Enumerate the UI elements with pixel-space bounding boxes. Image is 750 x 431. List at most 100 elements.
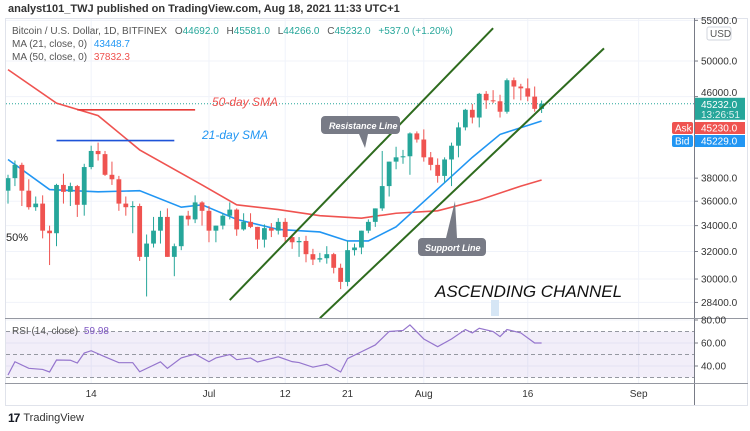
bar-countdown: 13:26:51 <box>701 110 740 121</box>
price-tick-label: 32000.0 <box>701 247 738 258</box>
candle-down <box>40 195 46 239</box>
footer[interactable]: 17 TradingView <box>8 411 84 425</box>
time-tick-label: Sep <box>630 389 648 400</box>
candle-down <box>26 179 32 210</box>
candle-body <box>158 216 163 231</box>
candle-up <box>352 243 357 256</box>
candle-body <box>6 178 11 191</box>
candle-down <box>511 77 517 100</box>
fib-50-label[interactable]: 50% <box>6 232 28 244</box>
candle-down <box>102 150 108 176</box>
candle-body <box>352 247 357 251</box>
candle-up <box>67 182 73 206</box>
rsi-series <box>7 324 542 376</box>
candle-down <box>95 142 101 161</box>
currency-badge[interactable] <box>706 26 732 41</box>
rsi-line <box>7 324 542 376</box>
sma21-annotation[interactable]: 21-day SMA <box>201 128 268 142</box>
candle-body <box>33 203 39 208</box>
ma21-legend[interactable]: MA (21, close, 0) 43448.7 <box>12 39 130 50</box>
support-callout[interactable] <box>418 201 486 256</box>
grid <box>6 19 694 383</box>
symbol-name[interactable]: Bitcoin / U.S. Dollar, 1D, BITFINEX <box>12 26 168 37</box>
price-tick-label: 38000.0 <box>701 174 738 185</box>
candle-body <box>67 186 73 192</box>
price-tick-label: 30000.0 <box>701 275 738 286</box>
time-tick-label: Jul <box>203 389 216 400</box>
bid-price-badge <box>695 135 745 147</box>
candle-body <box>324 254 330 259</box>
candle-up <box>296 237 302 257</box>
price-axis[interactable]: 55000.0 50000.0 46000.0 38000.0 36000.0 34000… <box>672 16 745 373</box>
resistance-label[interactable]: Resistance Line <box>329 121 398 131</box>
candle-down <box>497 94 503 118</box>
candle-body <box>12 164 18 179</box>
candle-body <box>504 80 510 112</box>
candle-up <box>379 150 385 211</box>
candle-up <box>241 213 247 231</box>
candle-body <box>386 161 392 187</box>
candle-body <box>227 209 233 216</box>
open-label: O <box>174 26 183 37</box>
annotations[interactable]: 50-day SMA 21-day SMA Resistance Line Suppo… <box>6 95 622 301</box>
close-value: 45232.0 <box>334 26 371 37</box>
candle-body <box>74 186 80 205</box>
candle-down <box>61 173 66 204</box>
candle-down <box>310 248 316 266</box>
time-tick-label: Aug <box>415 389 433 400</box>
support-label[interactable]: Support Line <box>425 243 481 253</box>
candle-body <box>199 202 205 211</box>
sma50-annotation[interactable]: 50-day SMA <box>212 95 278 109</box>
time-tick-label: 16 <box>522 389 534 400</box>
rsi-legend[interactable]: RSI (14, close) 59.98 <box>12 326 109 337</box>
candle-body <box>137 205 143 257</box>
candle-body <box>102 154 108 175</box>
price-tick-label: 50000.0 <box>701 57 738 68</box>
channel-upper-trendline[interactable] <box>229 27 494 301</box>
candle-body <box>95 150 101 155</box>
time-axis[interactable]: 14 Jul 12 21 Aug 16 Sep <box>86 389 648 400</box>
candle-up <box>88 145 94 170</box>
candle-body <box>130 205 136 208</box>
candle-body <box>365 221 371 231</box>
candle-down <box>116 175 122 211</box>
candle-body <box>54 184 59 234</box>
price-tick-label: 34000.0 <box>701 221 738 232</box>
resistance-callout[interactable] <box>321 116 400 148</box>
candle-down <box>74 184 80 217</box>
low-value: 44266.0 <box>283 26 320 37</box>
candle-up <box>504 78 510 114</box>
candle-body <box>490 100 496 102</box>
candle-body <box>26 190 32 208</box>
ma50-legend[interactable]: MA (50, close, 0) 37832.3 <box>12 52 130 63</box>
candle-body <box>192 202 198 220</box>
candle-body <box>248 221 253 227</box>
ask-tag <box>672 122 693 134</box>
ma50-series <box>7 68 542 219</box>
candle-down <box>109 161 115 185</box>
candle-body <box>282 221 288 238</box>
candle-up <box>400 149 406 164</box>
candle-up <box>462 108 468 131</box>
candle-down <box>19 162 25 206</box>
candle-down <box>532 86 538 112</box>
change-value: +537.0 (+1.20%) <box>378 26 453 37</box>
candle-up <box>33 196 39 211</box>
candle-down <box>255 226 260 249</box>
candle-body <box>164 216 170 257</box>
candle-body <box>40 203 46 231</box>
event-marker[interactable] <box>491 300 499 316</box>
drawings[interactable] <box>56 27 605 318</box>
rsi-value: 59.98 <box>83 326 109 337</box>
candle-body <box>116 179 122 204</box>
candle-body <box>359 230 364 248</box>
time-tick-label: 12 <box>280 389 292 400</box>
last-price-badge <box>695 97 745 120</box>
candle-body <box>400 156 406 158</box>
channel-lower-trendline[interactable] <box>319 47 605 318</box>
candle-body <box>289 237 295 243</box>
candle-down <box>164 208 170 257</box>
candle-body <box>428 157 434 165</box>
ascending-channel-label[interactable]: ASCENDING CHANNEL <box>434 282 622 301</box>
